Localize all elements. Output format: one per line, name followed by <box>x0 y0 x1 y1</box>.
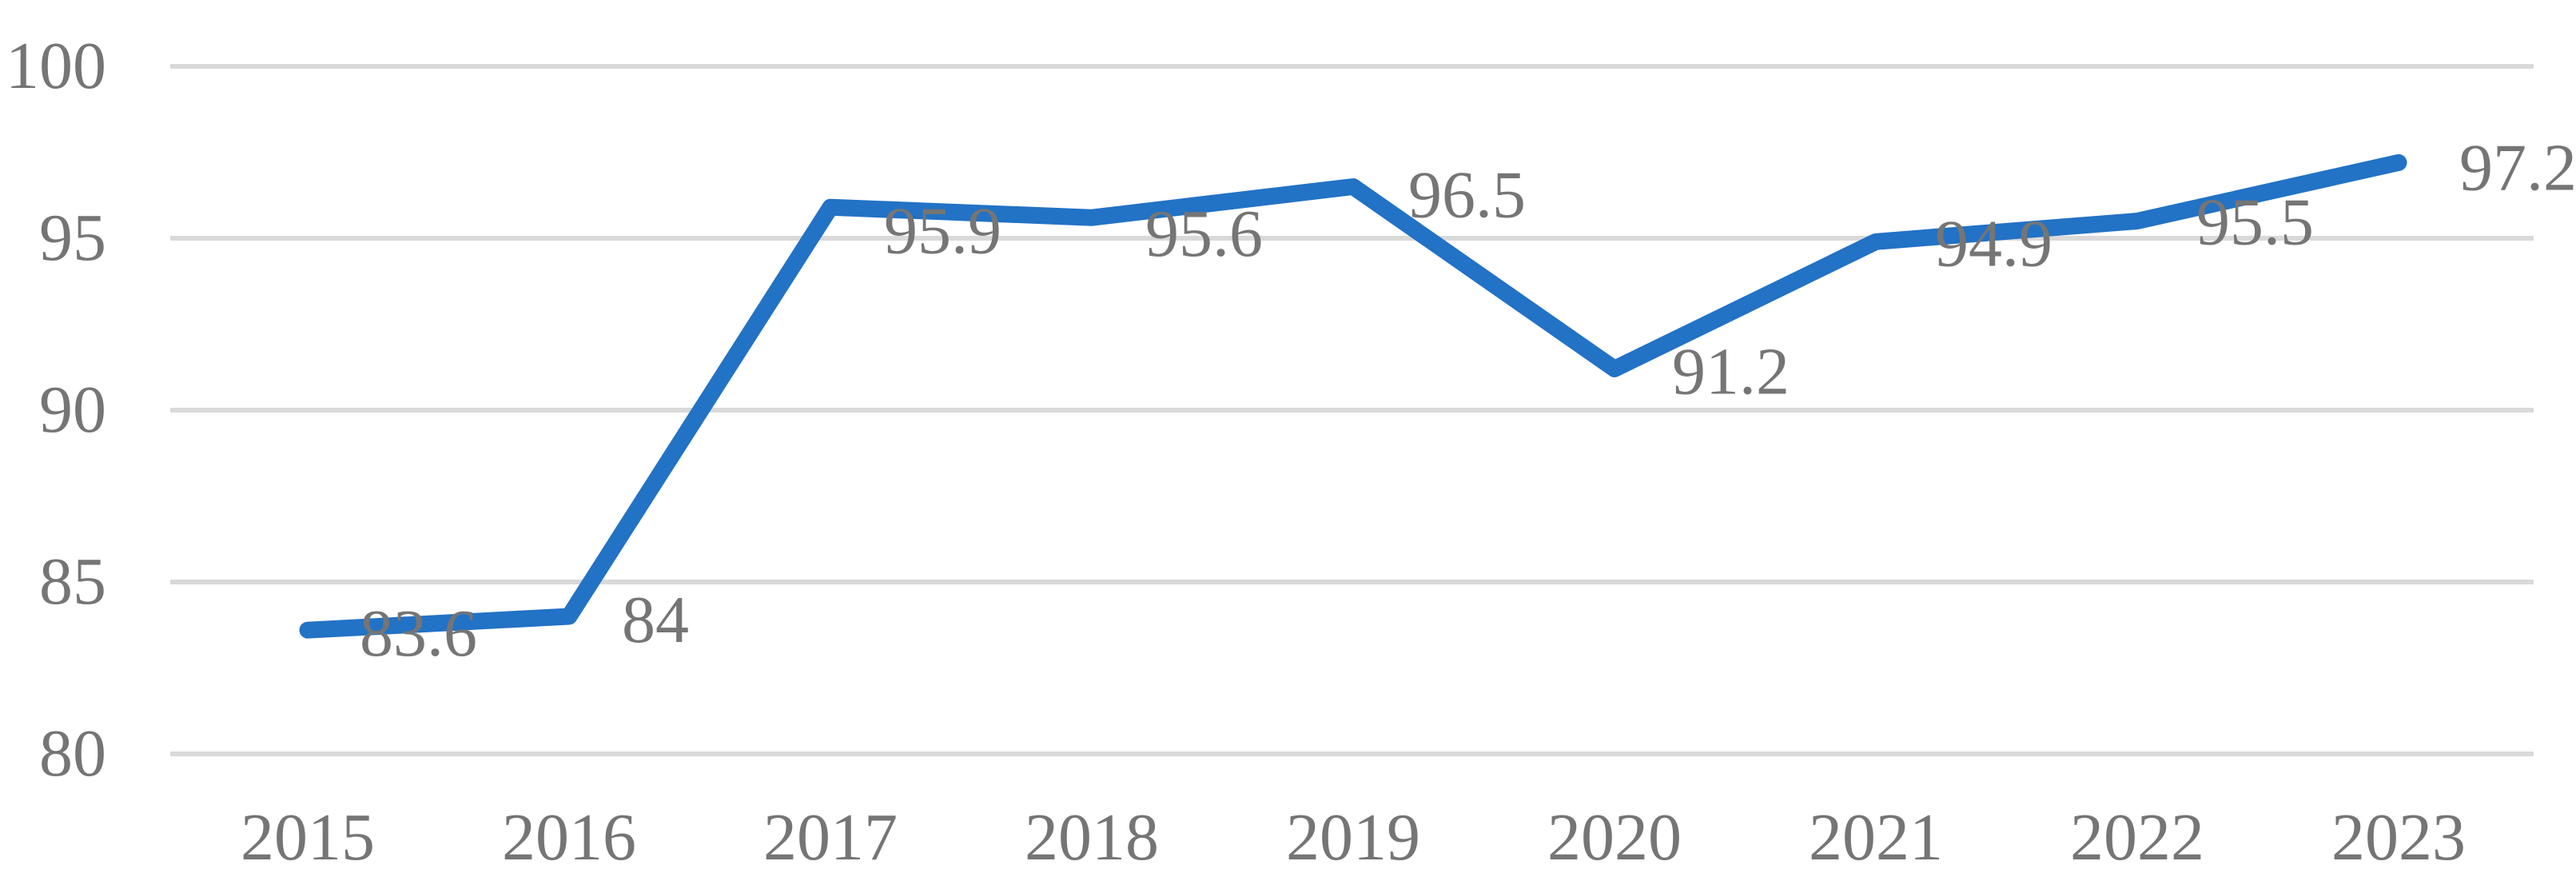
data-labels: 83.6 84 95.9 95.6 96.5 91.2 94.9 95.5 97.2 <box>360 130 2576 671</box>
data-label-2019: 96.5 <box>1408 158 1526 233</box>
y-tick-label: 80 <box>39 716 106 791</box>
x-tick-label-2019: 2019 <box>1286 800 1420 875</box>
data-label-2023: 97.2 <box>2459 130 2576 205</box>
series-line <box>299 153 2407 639</box>
data-label-2017: 95.9 <box>884 193 1001 268</box>
y-tick-label: 85 <box>39 544 106 619</box>
y-tick-label: 95 <box>39 201 106 275</box>
data-label-2021: 94.9 <box>1935 206 2052 281</box>
x-tick-label-2018: 2018 <box>1025 800 1159 875</box>
x-tick-label-2015: 2015 <box>241 800 375 875</box>
y-tick-label: 90 <box>39 373 106 447</box>
x-tick-label-2021: 2021 <box>1809 800 1943 875</box>
series-polyline <box>299 153 2407 639</box>
data-label-2016: 84 <box>622 583 689 657</box>
x-tick-label-2017: 2017 <box>763 800 898 875</box>
x-tick-label-2020: 2020 <box>1547 800 1682 875</box>
x-tick-label-2022: 2022 <box>2070 800 2204 875</box>
data-label-2022: 95.5 <box>2196 185 2314 260</box>
y-tick-label: 100 <box>6 29 106 103</box>
x-axis-labels: 2015 2016 2017 2018 2019 2020 2021 2022 2023 <box>241 800 2466 875</box>
gridlines <box>170 64 2534 756</box>
data-label-2015: 83.6 <box>360 596 477 671</box>
x-tick-label-2023: 2023 <box>2331 800 2466 875</box>
x-tick-label-2016: 2016 <box>502 800 636 875</box>
y-axis-labels: 80 85 90 95 100 <box>6 29 106 791</box>
data-label-2020: 91.2 <box>1672 334 1790 409</box>
data-label-2018: 95.6 <box>1145 197 1263 271</box>
